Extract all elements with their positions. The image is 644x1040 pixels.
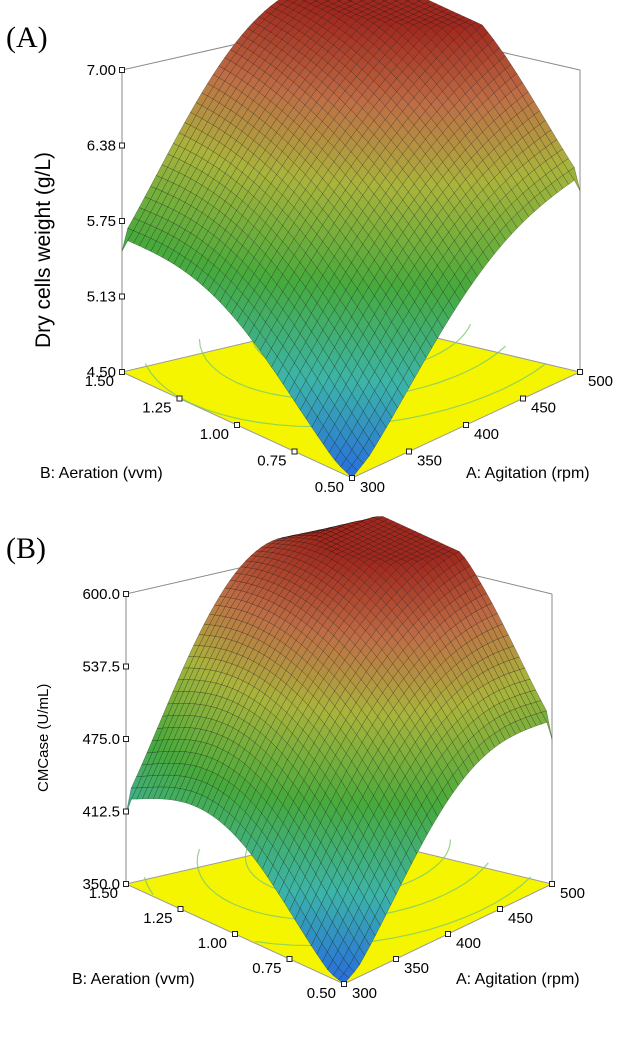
panel-b-z-tick-label: 412.5 (82, 804, 120, 821)
panel-b-surface (125, 516, 553, 985)
panel-a-zlabel: Dry cells weight (g/L) (32, 152, 55, 348)
panel-a-z-tick-label: 5.13 (87, 289, 116, 306)
panel-a: (A) 4.50 5.13 5.75 6.38 7.00 0.50 0.75 1.00 1.25… (6, 0, 613, 496)
panel-a-surface (121, 0, 581, 479)
panel-b-zlabel: CMCase (U/mL) (35, 684, 52, 792)
panel-b-y-tick-label: 0.50 (307, 985, 336, 1002)
panel-a-z-tick-label: 5.75 (87, 213, 116, 230)
panel-b-xlabel: A: Agitation (rpm) (456, 971, 580, 988)
panel-a-x-tick-label: 450 (531, 400, 556, 417)
panel-b-y-tick (177, 906, 184, 912)
panel-b-x-tick-label: 450 (508, 910, 533, 927)
panel-b-x-tick-label: 400 (456, 935, 481, 952)
panel-a-z-tick-label: 6.38 (87, 138, 116, 155)
panel-a-surface-cell (347, 0, 354, 2)
panel-a-x-tick (520, 395, 526, 402)
panel-b-axes: 350.0 412.5 475.0 537.5 600.0 0.50 0.75 1.00 1.2… (82, 586, 585, 1002)
panel-a-x-tick (463, 422, 469, 428)
panel-b-x-tick-label: 350 (404, 960, 429, 977)
panel-a-z-tick-label: 4.50 (87, 364, 116, 381)
panel-b-x-tick-label: 500 (560, 885, 585, 902)
panel-b-z-tick (123, 808, 129, 815)
panel-b-x-tick (549, 881, 555, 887)
panel-a-x-tick (406, 448, 412, 455)
panel-a-x-tick-label: 300 (360, 479, 385, 496)
panel-b-ylabel: B: Aeration (vvm) (72, 971, 195, 988)
panel-a-surface-cell (416, 0, 422, 2)
panel-b-x-tick-label: 300 (352, 985, 377, 1002)
panel-a-y-tick-label: 1.25 (142, 400, 171, 417)
panel-a-label: (A) (6, 21, 48, 54)
panel-a-y-tick (291, 448, 298, 455)
panel-b-x-tick (445, 931, 451, 937)
panel-b-x-tick (341, 981, 347, 987)
panel-a-x-tick-label: 350 (417, 453, 442, 470)
panel-b-z-tick-label: 475.0 (82, 731, 120, 748)
panel-a-x-tick (577, 369, 583, 375)
panel-b-y-tick (286, 956, 293, 962)
panel-a-surface-cell (313, 0, 319, 2)
panel-a-z-tick (119, 218, 125, 224)
panel-a-surface-cell (404, 0, 411, 2)
panel-a-z-tick (119, 293, 125, 300)
panel-a-z-tick (119, 67, 125, 73)
panel-a-axes: 4.50 5.13 5.75 6.38 7.00 0.50 0.75 1.00 1.25 1.50… (85, 62, 613, 496)
panel-b-x-tick (497, 906, 503, 912)
panel-a-y-tick-label: 0.75 (257, 453, 286, 470)
panel-b-z-tick-label: 350.0 (82, 876, 120, 893)
panel-b-y-tick (123, 881, 129, 887)
panel-a-surface-cell (346, 464, 358, 479)
panel-b-z-tick (123, 663, 129, 670)
panel-b-label: (B) (6, 532, 46, 565)
panel-b-y-tick-label: 1.00 (198, 935, 227, 952)
panel-a-x-tick (349, 475, 355, 481)
panel-b-z-tick-label: 600.0 (82, 586, 120, 603)
panel-a-y-tick-label: 1.00 (200, 426, 229, 443)
panel-a-surface-cell (370, 0, 377, 2)
panel-b: (B) 350.0 412.5 475.0 537.5 600.0 0.50 0.75 1.0… (6, 516, 585, 1002)
panel-a-z-tick (119, 142, 125, 149)
panel-a-surface-cell (381, 0, 388, 2)
panel-a-surface-cell (301, 0, 308, 2)
panel-a-surface-cell (393, 0, 400, 2)
panel-a-y-tick-label: 1.50 (85, 373, 114, 390)
panel-a-surface-cell (336, 0, 342, 2)
panel-a-surface-cell (358, 0, 365, 2)
panel-a-ylabel: B: Aeration (vvm) (40, 465, 163, 482)
panel-b-y-tick-label: 1.50 (89, 885, 118, 902)
panel-b-y-tick (232, 931, 238, 937)
panel-a-y-tick (234, 422, 240, 428)
panel-b-x-tick (393, 956, 399, 962)
panel-b-z-tick (123, 591, 129, 597)
panel-b-z-tick (123, 736, 129, 742)
panel-a-z-tick-label: 7.00 (87, 62, 116, 79)
panel-a-surface-cell (324, 0, 331, 2)
panel-a-y-tick-label: 0.50 (315, 479, 344, 496)
panel-a-x-tick-label: 400 (474, 426, 499, 443)
panel-b-z-tick-label: 537.5 (82, 659, 120, 676)
panel-a-xlabel: A: Agitation (rpm) (466, 465, 590, 482)
panel-a-x-tick-label: 500 (588, 373, 613, 390)
panel-a-y-tick (176, 395, 183, 402)
panel-b-y-tick-label: 1.25 (143, 910, 172, 927)
panel-b-contour-line (143, 876, 532, 947)
panel-a-y-tick (119, 369, 125, 375)
panel-b-y-tick-label: 0.75 (252, 960, 281, 977)
